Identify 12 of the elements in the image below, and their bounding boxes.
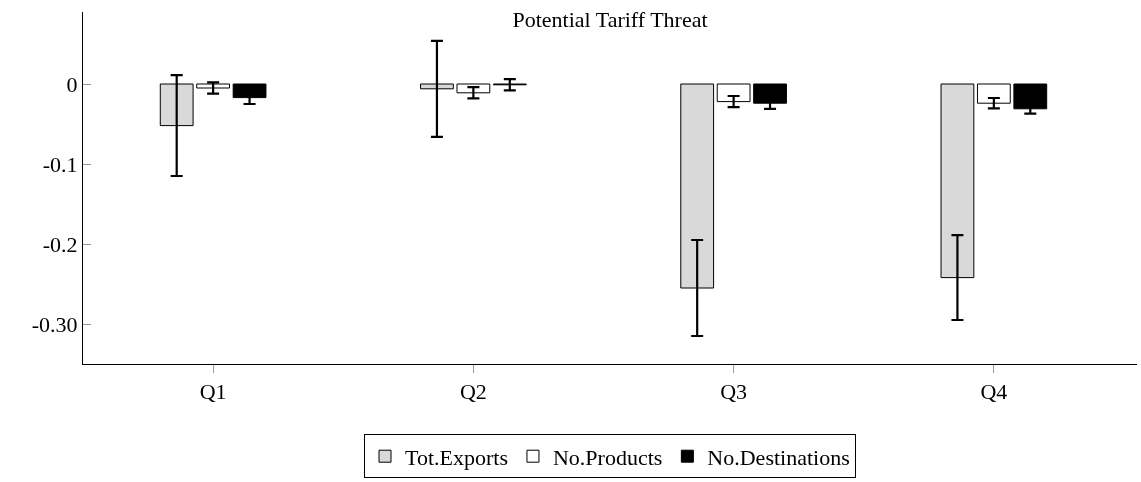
legend-label: No.Destinations xyxy=(707,444,850,470)
x-tick-label: Q3 xyxy=(720,379,748,405)
legend-label: No.Products xyxy=(552,444,663,470)
chart-title: Potential Tariff Threat xyxy=(512,7,708,33)
x-tick-label: Q1 xyxy=(199,379,227,405)
y-tick-label: 0 xyxy=(66,71,78,97)
x-tick-label: Q2 xyxy=(459,379,487,405)
y-tick-label: -0.2 xyxy=(42,231,78,257)
legend-label: Tot.Exports xyxy=(405,444,508,470)
y-tick-label: -0.1 xyxy=(42,151,78,177)
y-tick-label: -0.30 xyxy=(31,311,78,337)
x-tick-label: Q4 xyxy=(980,379,1008,405)
